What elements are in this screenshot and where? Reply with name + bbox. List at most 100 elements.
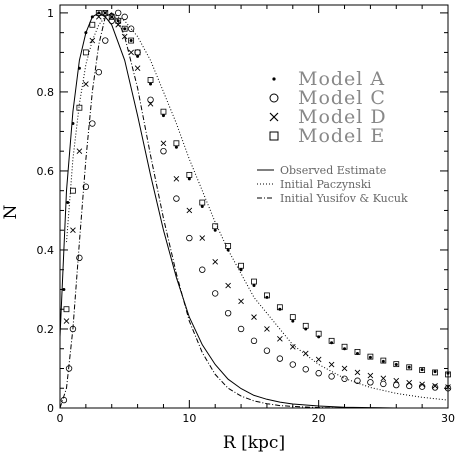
- data-point-model-d: [380, 375, 387, 382]
- data-point-model-a: [187, 177, 191, 181]
- series-model-c: [60, 9, 452, 404]
- legend-label-yusifov: Initial Yusifov & Kucuk: [280, 192, 408, 205]
- data-point-model-e: [302, 322, 309, 329]
- data-point-model-e: [367, 353, 374, 360]
- series-model-d: [63, 10, 451, 390]
- data-point-model-e: [328, 337, 335, 344]
- data-point-model-c: [82, 183, 90, 190]
- legend-label-model-d: Model D: [298, 106, 387, 128]
- data-point-model-a: [66, 201, 70, 205]
- data-point-model-c: [263, 347, 271, 354]
- data-point-model-c: [89, 120, 96, 127]
- legend: Model A Model C Model D Model E Observed…: [257, 68, 408, 205]
- tick-labels: 0 10 20 30 0 0.2 0.4 0.6 0.8 1: [37, 7, 456, 425]
- data-point-model-e: [289, 314, 296, 321]
- legend-marker-circle: [269, 93, 279, 103]
- data-point-model-e: [341, 343, 348, 350]
- data-point-model-c: [406, 382, 413, 390]
- series-initial-yusifov-kucuk: [59, 12, 397, 409]
- data-point-model-a: [129, 39, 133, 43]
- legend-label-model-c: Model C: [298, 87, 386, 109]
- data-point-model-a: [252, 284, 256, 288]
- data-point-model-c: [224, 309, 232, 317]
- y-tick-label: 0.4: [37, 244, 55, 257]
- data-point-model-c: [354, 377, 361, 384]
- data-point-model-d: [102, 10, 109, 16]
- legend-marker-square: [269, 131, 279, 141]
- data-point-model-a: [330, 341, 334, 345]
- data-point-model-a: [239, 268, 243, 272]
- data-point-model-a: [174, 145, 178, 149]
- data-point-model-d: [147, 100, 154, 107]
- data-point-model-a: [407, 365, 411, 369]
- data-point-model-e: [445, 371, 451, 378]
- data-point-model-a: [77, 66, 81, 70]
- data-point-model-c: [186, 234, 193, 242]
- data-point-model-d: [367, 372, 374, 379]
- data-point-model-a: [433, 370, 437, 374]
- data-point-model-d: [225, 282, 231, 289]
- data-point-model-c: [393, 381, 400, 389]
- data-point-model-c: [289, 361, 296, 368]
- data-point-model-c: [367, 379, 374, 386]
- data-point-model-e: [82, 49, 89, 56]
- data-point-model-e: [251, 278, 257, 285]
- data-point-model-e: [406, 364, 413, 371]
- data-point-model-d: [173, 176, 180, 182]
- data-point-model-c: [315, 370, 322, 377]
- data-point-model-d: [341, 365, 348, 372]
- y-axis-title: N: [1, 204, 21, 219]
- x-tick-label: 20: [312, 412, 326, 425]
- series-initial-paczynski: [66, 12, 449, 401]
- data-point-model-a: [265, 295, 269, 299]
- data-point-model-e: [76, 104, 83, 111]
- legend-lines: Observed Estimate Initial Paczynski Init…: [257, 164, 408, 205]
- data-point-model-e: [173, 140, 180, 147]
- data-point-model-e: [238, 262, 244, 269]
- data-point-model-c: [237, 325, 245, 333]
- data-point-model-e: [70, 187, 76, 194]
- data-point-model-a: [381, 359, 385, 363]
- x-tick-label: 30: [441, 412, 455, 425]
- data-point-model-a: [343, 347, 347, 351]
- y-tick-label: 0.2: [37, 323, 55, 336]
- series-line-initial-paczynski: [66, 12, 449, 401]
- data-point-model-c: [147, 96, 154, 104]
- data-point-model-e: [225, 243, 232, 249]
- data-point-model-e: [199, 199, 206, 206]
- data-point-model-c: [199, 266, 206, 273]
- data-point-model-e: [393, 361, 400, 368]
- series-layer: [59, 9, 452, 409]
- data-point-model-d: [186, 207, 193, 214]
- data-point-model-a: [200, 205, 204, 208]
- data-point-model-d: [63, 318, 70, 324]
- data-point-model-c: [431, 384, 439, 391]
- data-point-model-a: [116, 19, 120, 23]
- data-point-model-d: [445, 384, 451, 390]
- data-point-model-a: [420, 368, 424, 372]
- series-observed-estimate: [59, 12, 397, 409]
- data-point-model-c: [60, 396, 68, 404]
- legend-label-model-e: Model E: [298, 125, 385, 147]
- series-line-observed-estimate: [59, 12, 397, 409]
- series-model-e: [63, 10, 451, 378]
- data-point-model-e: [95, 10, 102, 16]
- data-point-model-e: [147, 77, 154, 83]
- data-point-model-d: [199, 235, 206, 241]
- data-point-model-e: [432, 369, 438, 376]
- data-point-model-c: [173, 195, 180, 202]
- data-point-model-e: [212, 223, 219, 230]
- data-point-model-d: [406, 379, 413, 386]
- data-point-model-c: [328, 373, 335, 380]
- data-point-model-c: [102, 37, 109, 44]
- data-point-model-c: [211, 290, 219, 297]
- data-point-model-c: [121, 13, 128, 21]
- data-point-model-c: [65, 365, 73, 372]
- data-point-model-d: [251, 314, 257, 320]
- data-point-model-e: [121, 25, 128, 32]
- data-point-model-a: [278, 307, 282, 311]
- data-point-model-e: [354, 348, 361, 355]
- data-point-model-d: [70, 227, 76, 234]
- data-point-model-e: [419, 367, 426, 373]
- data-point-model-e: [160, 108, 167, 115]
